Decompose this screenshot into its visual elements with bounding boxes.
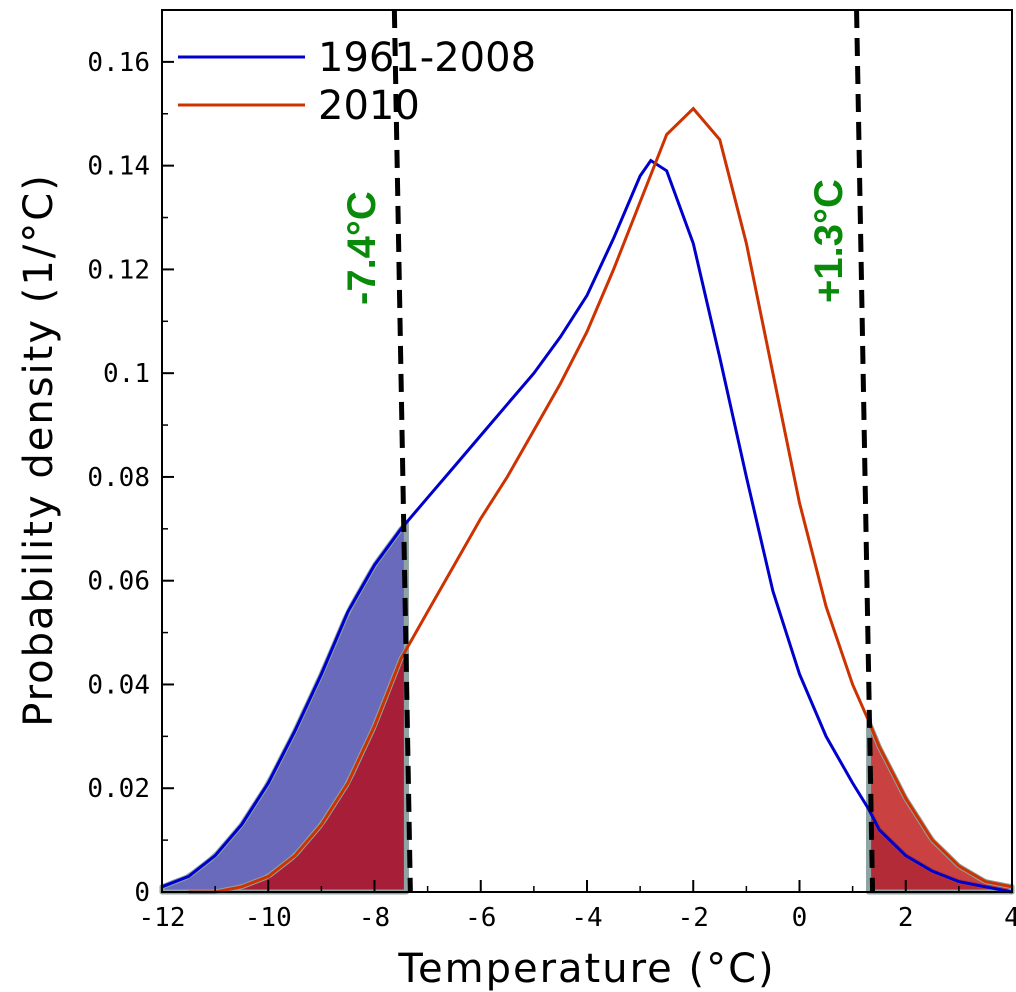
y-tick-label: 0.1 bbox=[103, 359, 150, 389]
legend: 1961-2008 2010 bbox=[178, 35, 536, 129]
x-tick-label: -10 bbox=[245, 903, 292, 933]
x-tick-label: 0 bbox=[792, 903, 808, 933]
x-tick-label: -4 bbox=[571, 903, 602, 933]
x-tick-label: 4 bbox=[1004, 903, 1016, 933]
y-tick-label: 0 bbox=[134, 878, 150, 908]
x-axis-title: Temperature (°C) bbox=[397, 946, 775, 992]
x-tick-label: -8 bbox=[359, 903, 390, 933]
y-axis: 0 0.02 0.04 0.06 0.08 0.1 0.12 0.14 0.16 bbox=[87, 9, 174, 908]
y-tick-label: 0.16 bbox=[87, 48, 150, 78]
x-tick-label: -6 bbox=[465, 903, 496, 933]
y-tick-label: 0.06 bbox=[87, 567, 150, 597]
threshold-label-high: +1.3°C bbox=[807, 179, 851, 303]
legend-label-1: 2010 bbox=[318, 83, 420, 129]
tail-3 bbox=[866, 718, 1015, 895]
x-axis: -12 -10 -8 -6 -4 -2 0 2 4 bbox=[139, 880, 1016, 933]
threshold-line-1 bbox=[854, 9, 876, 893]
y-tick-label: 0.08 bbox=[87, 463, 150, 493]
threshold-label-low: -7.4°C bbox=[340, 191, 384, 305]
y-axis-title: Probability density (1/°C) bbox=[16, 173, 62, 727]
legend-label-0: 1961-2008 bbox=[318, 35, 536, 81]
series-line-1 bbox=[188, 106, 1013, 894]
threshold-lines bbox=[391, 9, 876, 893]
x-tick-label: 2 bbox=[898, 903, 914, 933]
y-tick-label: 0.04 bbox=[87, 670, 150, 700]
threshold-line-0 bbox=[391, 9, 413, 893]
x-tick-label: -2 bbox=[678, 903, 709, 933]
series-line-0 bbox=[161, 158, 1013, 894]
series-lines bbox=[161, 106, 1013, 894]
y-tick-label: 0.02 bbox=[87, 774, 150, 804]
y-tick-label: 0.14 bbox=[87, 152, 150, 182]
x-tick-label: -12 bbox=[139, 903, 186, 933]
y-tick-label: 0.12 bbox=[87, 255, 150, 285]
